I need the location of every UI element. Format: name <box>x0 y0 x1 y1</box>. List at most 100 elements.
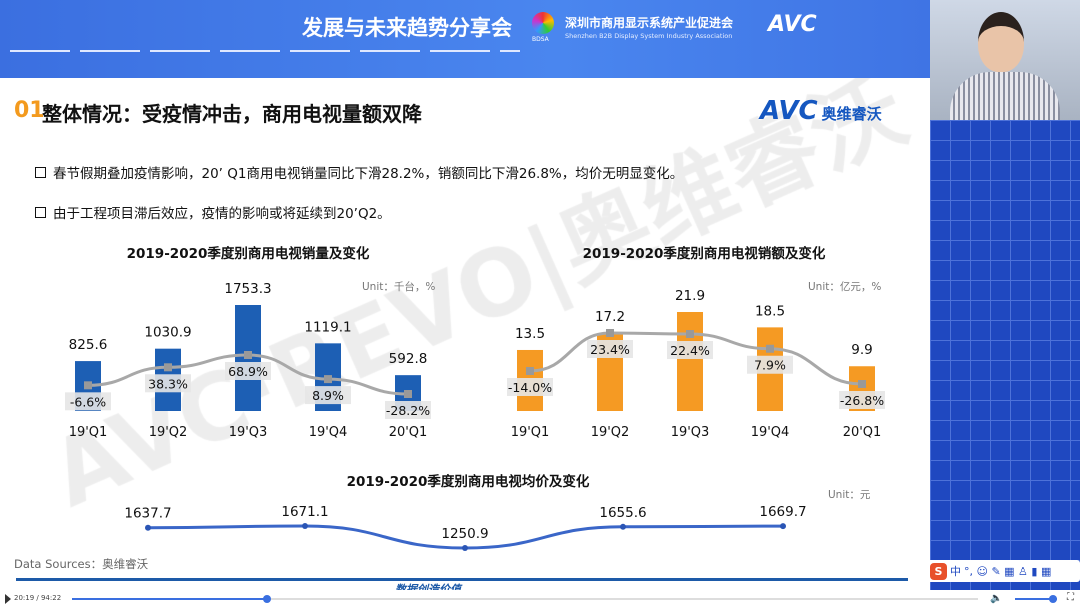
growth-label-bg <box>667 341 713 360</box>
avc-logo: AVC <box>768 12 817 37</box>
bar-value-label: 13.5 <box>515 326 545 342</box>
seek-progress <box>72 598 267 600</box>
price-label: 1655.6 <box>599 505 646 521</box>
price-point <box>302 523 308 529</box>
category-label: 19'Q2 <box>591 425 630 440</box>
growth-label-bg <box>305 386 351 405</box>
bar-value-label: 1030.9 <box>144 325 191 341</box>
unit-label: Unit：亿元，% <box>808 280 881 293</box>
org-name-cn: 深圳市商用显示系统产业促进会 <box>565 16 734 30</box>
growth-point <box>766 344 774 353</box>
bar-value-label: 9.9 <box>851 342 872 358</box>
ime-lang[interactable]: 中 <box>950 565 961 578</box>
bar-value-label: 17.2 <box>595 309 625 325</box>
growth-label: -6.6% <box>70 394 106 409</box>
bar-value-label: 592.8 <box>389 351 428 367</box>
category-label: 19'Q4 <box>309 425 348 440</box>
avc-revo-logo: AVC 奥维睿沃 <box>760 96 882 126</box>
category-label: 19'Q3 <box>671 425 710 440</box>
logo-en: AVC <box>760 96 818 126</box>
bullet-2: 由于工程项目滞后效应，疫情的影响或将延续到20’Q2。 <box>35 202 391 222</box>
category-label: 19'Q3 <box>229 425 268 440</box>
unit-label: Unit：千台，% <box>362 280 435 293</box>
bdsa-logo-icon <box>532 12 554 34</box>
volume-icon[interactable]: 🔈 <box>990 593 1003 604</box>
growth-label: 7.9% <box>754 358 786 373</box>
category-label: 19'Q1 <box>511 425 550 440</box>
growth-point <box>244 351 252 359</box>
section-number: 01 <box>14 98 45 123</box>
growth-point <box>164 363 172 372</box>
price-point <box>145 524 151 531</box>
growth-point <box>324 375 332 384</box>
bar-value-label: 1119.1 <box>304 319 351 335</box>
presenter-head <box>978 12 1024 72</box>
growth-point <box>606 329 614 337</box>
growth-label: 22.4% <box>670 343 710 358</box>
unit-label: Unit：元 <box>828 489 871 501</box>
ime-toolbar[interactable]: S 中 °, ☺ ✎ ▦ ♙ ▮ ▦ <box>927 560 1080 582</box>
price-point <box>462 545 468 551</box>
growth-label: 38.3% <box>148 376 188 391</box>
seek-bar[interactable] <box>72 595 978 603</box>
background-grid <box>930 120 1080 590</box>
growth-point <box>686 330 694 339</box>
org-name-en: Shenzhen B2B Display System Industry Ass… <box>565 32 733 40</box>
growth-label-bg <box>747 355 793 374</box>
play-icon[interactable] <box>5 594 11 604</box>
chart-title: 2019-2020季度别商用电视销额及变化 <box>583 245 826 262</box>
slide-title: 整体情况：受疫情冲击，商用电视量额双降 <box>42 102 422 126</box>
bar-value-label: 1753.3 <box>224 281 271 297</box>
growth-label-bg <box>507 377 553 396</box>
price-point <box>780 523 786 530</box>
growth-point <box>526 366 534 375</box>
bar-value-label: 18.5 <box>755 303 785 319</box>
bdsa-abbr: BDSA <box>532 36 549 43</box>
category-label: 20'Q1 <box>389 425 428 440</box>
volume-slider[interactable] <box>1015 598 1057 600</box>
growth-label-bg <box>587 340 633 358</box>
chart-title: 2019-2020季度别商用电视销量及变化 <box>127 245 370 262</box>
growth-label: -26.8% <box>840 393 884 408</box>
growth-point <box>404 390 412 398</box>
growth-label-bg <box>225 362 271 380</box>
banner-title: 发展与未来趋势分享会 <box>302 16 512 40</box>
banner-decor-lines <box>10 50 520 52</box>
price-label: 1671.1 <box>281 504 328 520</box>
fullscreen-icon[interactable]: ⛶ <box>1067 592 1074 603</box>
category-label: 19'Q1 <box>69 425 108 440</box>
category-label: 19'Q4 <box>751 425 790 440</box>
webcam-video <box>930 0 1080 120</box>
growth-label-bg <box>385 401 431 419</box>
bar <box>677 312 703 411</box>
chart-title: 2019-2020季度别商用电视均价及变化 <box>347 473 590 490</box>
price-label: 1250.9 <box>441 526 488 542</box>
slide: 01 整体情况：受疫情冲击，商用电视量额双降 AVC 奥维睿沃 春节假期叠加疫情影… <box>0 78 930 590</box>
seek-handle[interactable] <box>262 595 271 603</box>
ime-tools[interactable]: °, ☺ ✎ ▦ ♙ ▮ ▦ <box>964 564 1052 578</box>
charts-svg: 2019-2020季度别商用电视销量及变化 Unit：千台，% 825.6 19'Q1… <box>65 245 885 551</box>
footer-line <box>16 578 908 581</box>
growth-label: -28.2% <box>386 403 430 418</box>
category-label: 20'Q1 <box>843 425 882 440</box>
growth-point <box>84 381 92 390</box>
data-source: Data Sources：奥维睿沃 <box>14 557 149 571</box>
category-label: 19'Q2 <box>149 425 188 440</box>
price-label: 1669.7 <box>759 504 806 520</box>
sogou-icon[interactable]: S <box>930 562 947 580</box>
bullet-1: 春节假期叠加疫情影响，20’ Q1商用电视销量同比下滑28.2%，销额同比下滑2… <box>35 162 683 182</box>
volume-handle[interactable] <box>1048 595 1057 603</box>
time-display: 20:19 / 94:22 <box>14 594 62 602</box>
growth-point <box>858 380 866 388</box>
player-controls: 20:19 / 94:22 🔈 ⛶ <box>0 590 1080 608</box>
price-label: 1637.7 <box>124 506 171 522</box>
growth-label: 8.9% <box>312 388 344 403</box>
growth-label: 68.9% <box>228 364 268 379</box>
growth-label-bg <box>145 374 191 393</box>
growth-label-bg <box>839 391 885 409</box>
logo-cn: 奥维睿沃 <box>821 105 882 123</box>
growth-label-bg <box>65 392 111 411</box>
bar-value-label: 21.9 <box>675 288 705 304</box>
slide-banner: 发展与未来趋势分享会 BDSA 深圳市商用显示系统产业促进会 Shenzhen … <box>0 0 930 78</box>
growth-label: 23.4% <box>590 342 630 357</box>
